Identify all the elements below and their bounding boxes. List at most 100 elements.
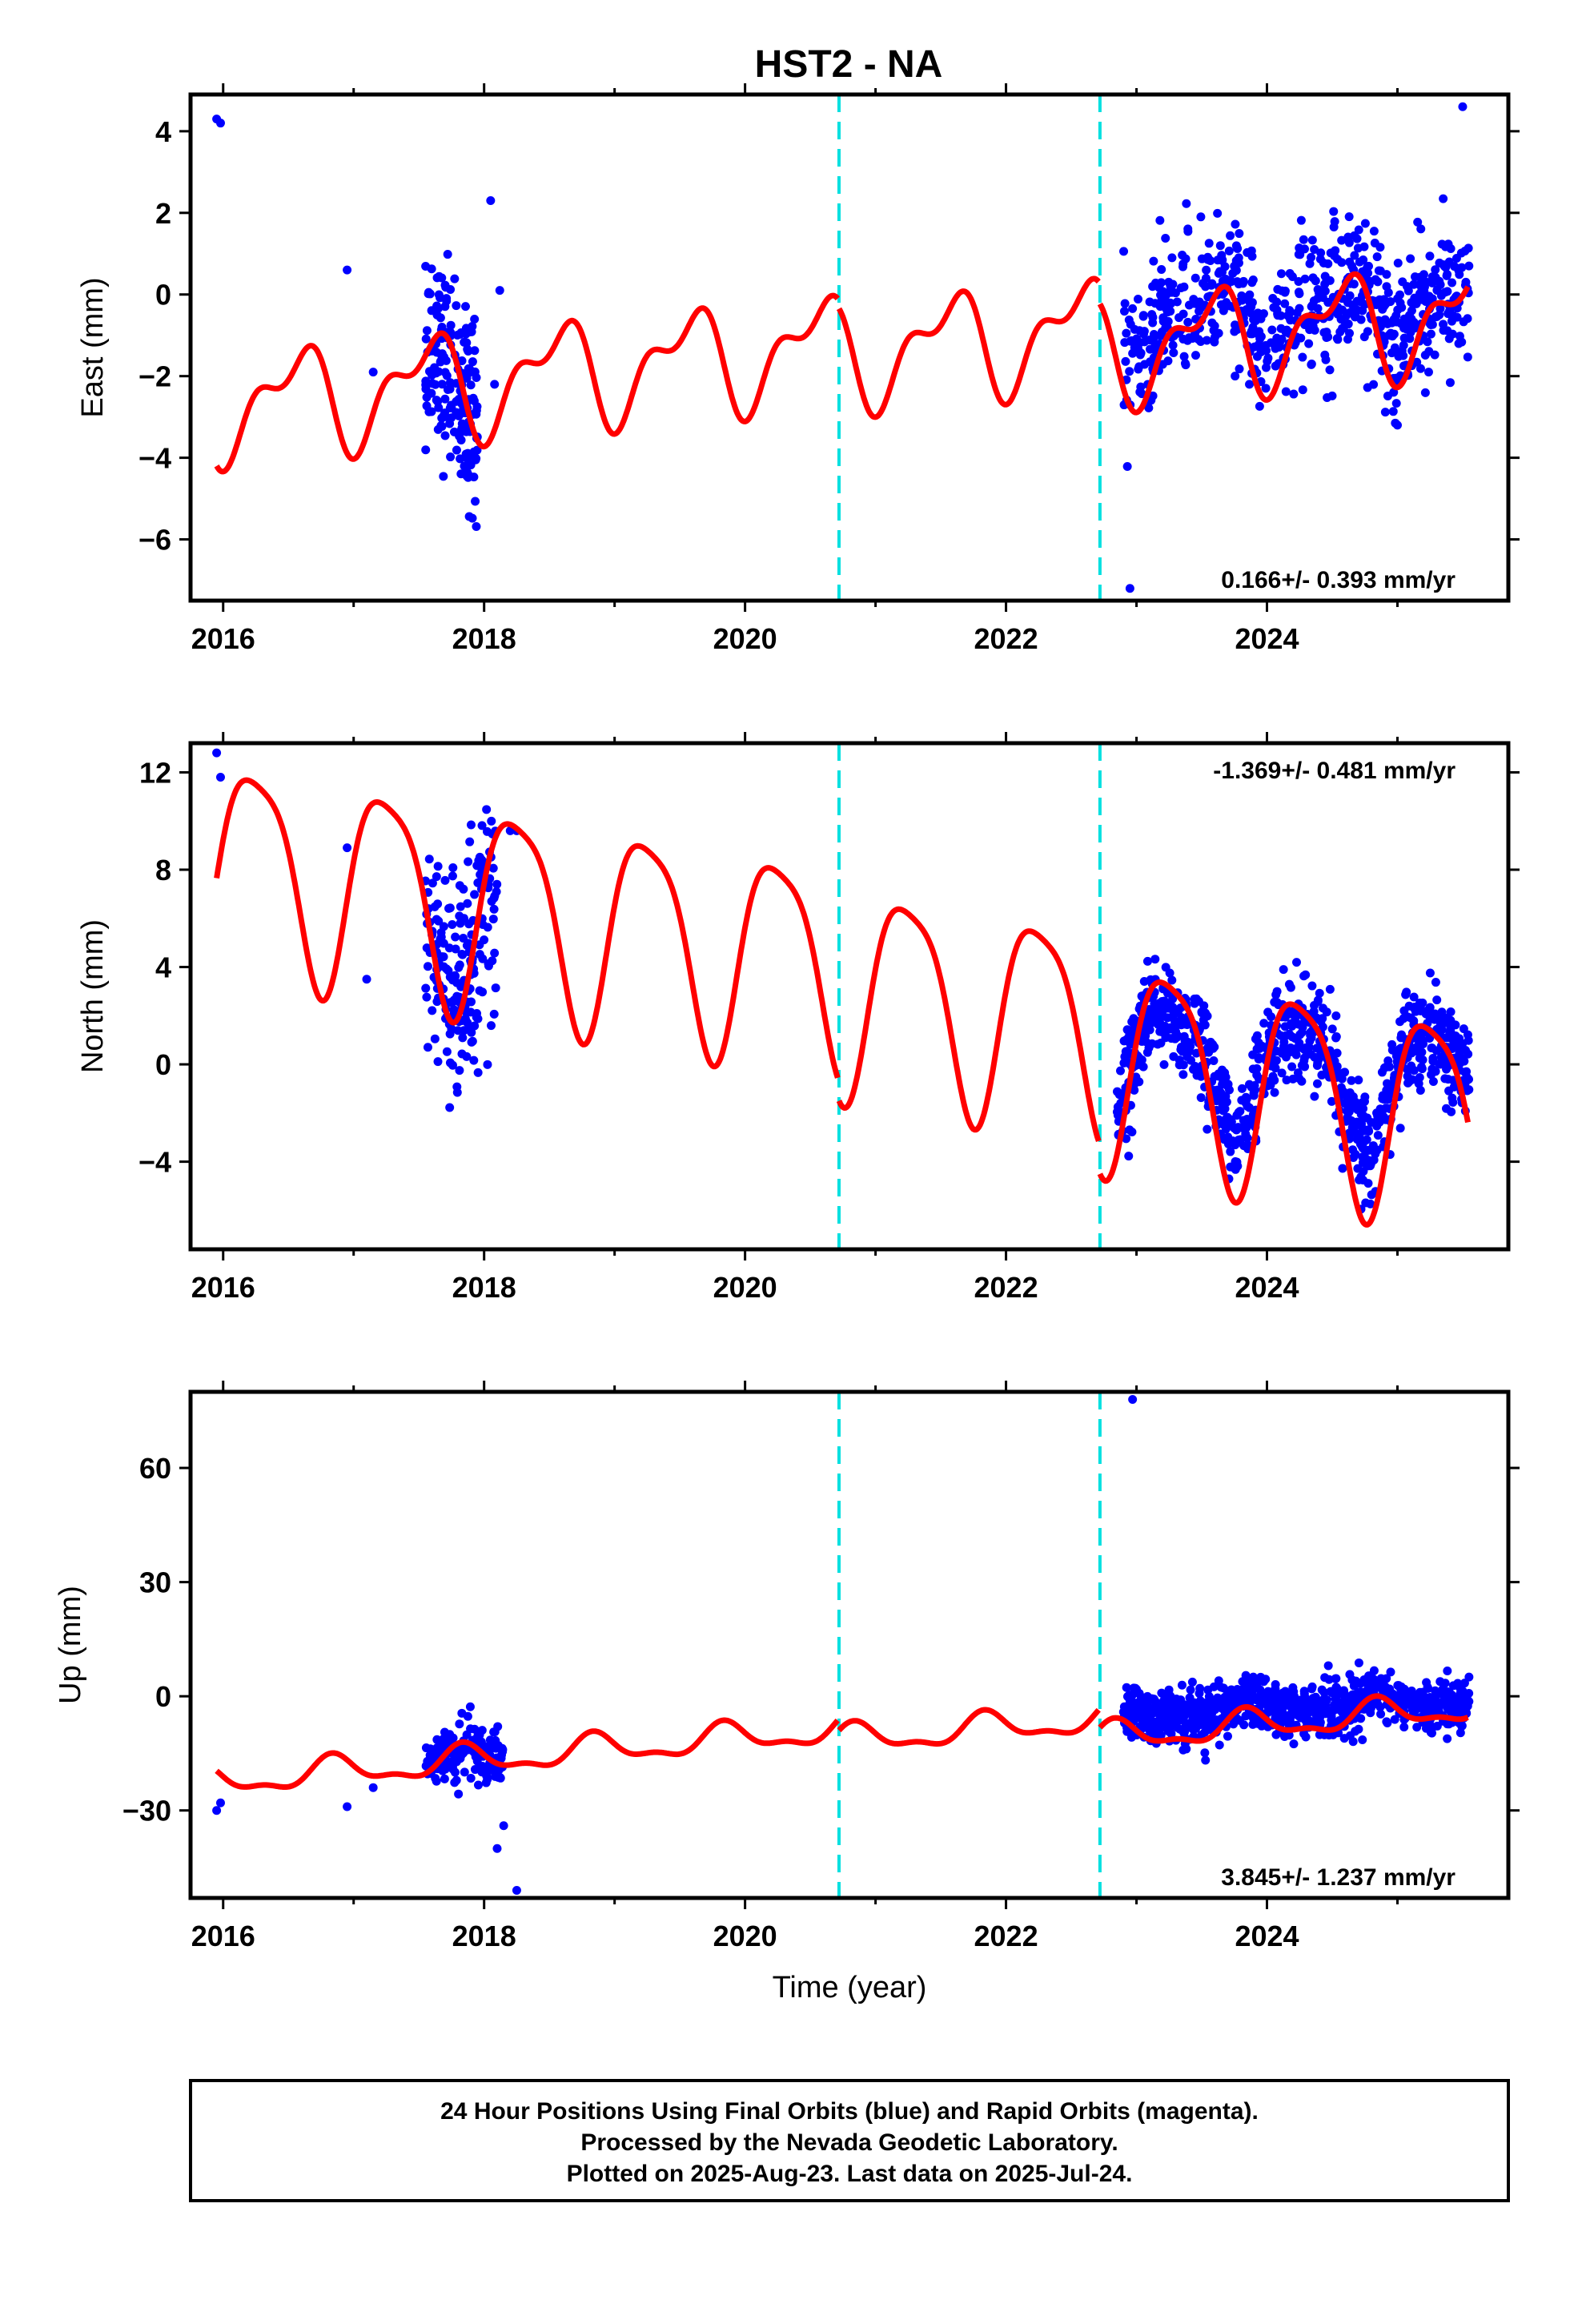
model-curve xyxy=(214,292,840,475)
data-point xyxy=(1432,995,1442,1005)
model-curve xyxy=(1097,979,1471,1228)
y-axis-label: East (mm) xyxy=(76,277,110,417)
data-point xyxy=(1315,988,1324,998)
data-point xyxy=(440,302,450,312)
model-curve xyxy=(1097,271,1471,416)
data-point xyxy=(459,934,468,943)
data-point xyxy=(1304,1699,1314,1708)
chart-title: HST2 - NA xyxy=(755,43,943,86)
data-point xyxy=(434,304,444,313)
data-point xyxy=(1330,217,1339,227)
data-point xyxy=(1126,336,1136,345)
data-point xyxy=(1145,297,1154,307)
data-point xyxy=(490,1727,500,1737)
data-point xyxy=(440,408,449,418)
data-point xyxy=(440,1774,449,1783)
data-point xyxy=(1325,984,1335,994)
data-point xyxy=(212,1806,222,1815)
data-point xyxy=(1392,420,1402,430)
data-point xyxy=(1383,1079,1392,1088)
data-point xyxy=(1253,308,1263,318)
data-point xyxy=(1156,290,1166,300)
data-point xyxy=(1358,1735,1367,1744)
footer-box: 24 Hour Positions Using Final Orbits (bl… xyxy=(189,2079,1510,2202)
x-tick-label: 2020 xyxy=(713,1271,777,1304)
data-point xyxy=(1153,1722,1162,1731)
data-point xyxy=(1315,254,1325,263)
data-point xyxy=(1373,1131,1383,1140)
x-tick-label: 2022 xyxy=(974,1920,1038,1952)
data-point xyxy=(1383,1056,1393,1066)
data-point xyxy=(1402,987,1411,997)
data-point xyxy=(1165,300,1174,309)
data-point xyxy=(1464,1689,1474,1699)
data-point xyxy=(1125,1125,1134,1135)
data-point xyxy=(1259,1043,1269,1052)
data-point xyxy=(1459,1024,1468,1034)
data-point xyxy=(1177,1680,1186,1690)
data-point xyxy=(1235,1107,1245,1116)
data-point xyxy=(1277,334,1287,344)
y-tick-label: 30 xyxy=(139,1566,171,1599)
data-point xyxy=(1235,229,1244,239)
data-point xyxy=(456,902,465,911)
data-point xyxy=(482,805,492,814)
data-point xyxy=(468,393,478,403)
data-point xyxy=(422,378,432,388)
data-point xyxy=(1219,1106,1228,1116)
data-point xyxy=(1372,252,1382,262)
data-point xyxy=(471,497,480,506)
data-point xyxy=(451,971,460,981)
data-point xyxy=(1359,1176,1368,1185)
data-point xyxy=(466,820,476,830)
data-point xyxy=(450,1767,460,1777)
data-point xyxy=(1307,1684,1316,1694)
data-point xyxy=(433,396,443,406)
y-tick-label: −4 xyxy=(139,442,171,475)
data-point xyxy=(1417,1064,1427,1074)
data-point xyxy=(1169,348,1178,357)
data-point xyxy=(1316,1016,1326,1026)
data-point xyxy=(1273,309,1283,319)
data-point xyxy=(1259,1019,1269,1028)
data-point xyxy=(430,1034,440,1043)
data-point xyxy=(1415,289,1424,299)
data-point xyxy=(1299,235,1308,244)
data-point xyxy=(422,392,432,402)
data-point xyxy=(458,1033,468,1043)
data-point xyxy=(487,816,496,826)
data-point xyxy=(477,821,487,830)
data-point xyxy=(1344,212,1354,222)
data-point xyxy=(1322,1007,1331,1017)
data-point xyxy=(1206,1725,1215,1735)
data-point xyxy=(1444,334,1454,344)
data-point xyxy=(1150,955,1160,964)
data-point xyxy=(1447,278,1457,287)
data-point xyxy=(490,948,500,958)
data-point xyxy=(1305,259,1315,268)
data-point xyxy=(440,280,450,290)
data-point xyxy=(1320,279,1330,289)
data-point xyxy=(1356,297,1366,307)
data-point xyxy=(1155,1027,1165,1036)
data-point xyxy=(478,919,488,929)
data-point xyxy=(432,368,441,378)
data-point xyxy=(1231,1140,1240,1150)
data-point xyxy=(465,837,475,846)
data-point xyxy=(1307,359,1316,368)
data-point xyxy=(1428,1076,1438,1086)
data-point xyxy=(457,1708,467,1718)
data-point xyxy=(1158,316,1168,326)
data-point xyxy=(1213,208,1223,218)
data-point xyxy=(1149,330,1158,340)
data-point xyxy=(424,407,434,416)
data-point xyxy=(1268,1072,1278,1081)
data-point xyxy=(1440,287,1450,297)
data-point xyxy=(1453,1042,1463,1051)
data-point xyxy=(1331,1674,1341,1683)
data-point xyxy=(1134,1059,1143,1069)
data-point xyxy=(1393,258,1403,267)
plot-frame xyxy=(188,92,1511,603)
data-point xyxy=(456,454,465,464)
